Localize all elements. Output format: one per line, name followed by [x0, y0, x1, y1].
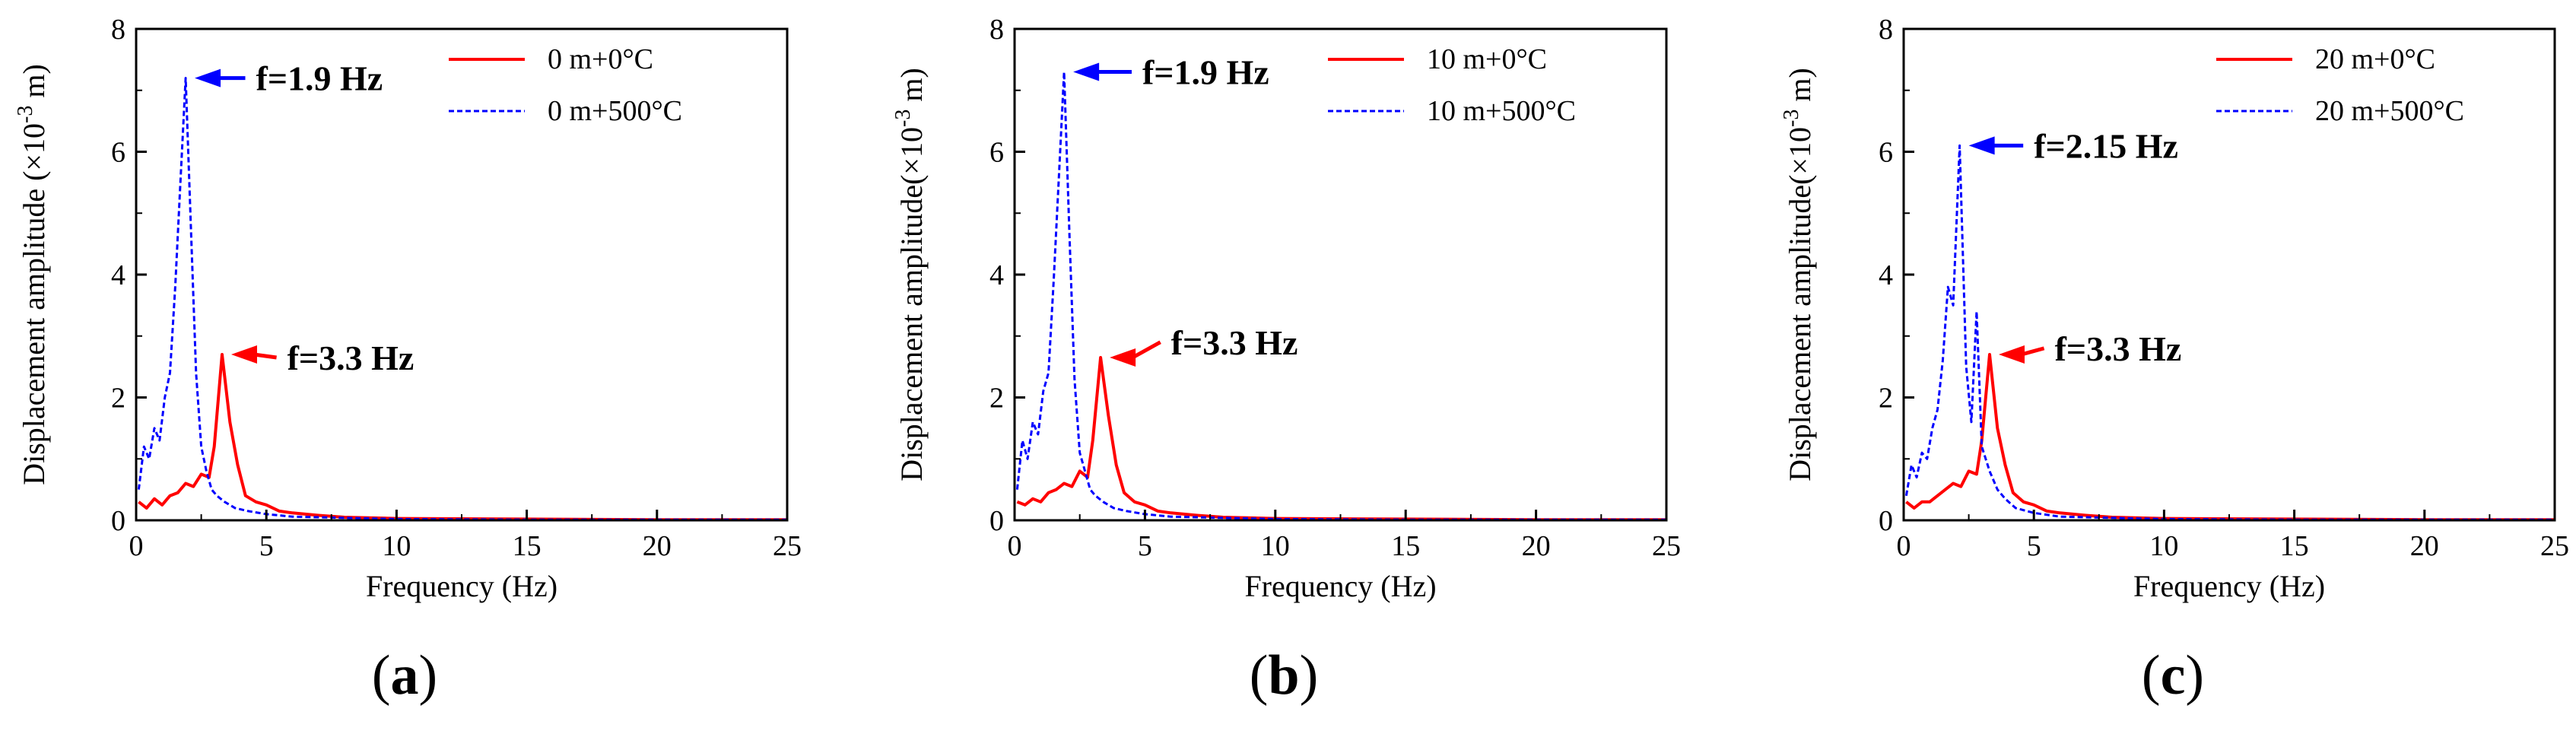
x-tick-label: 5 — [259, 530, 274, 562]
y-tick-label: 2 — [111, 383, 125, 415]
y-tick-label: 0 — [111, 505, 125, 537]
panel-label: (b) — [1250, 644, 1318, 707]
x-axis-label: Frequency (Hz) — [1244, 569, 1436, 603]
y-tick-label: 4 — [111, 259, 125, 291]
x-tick-label: 15 — [2280, 530, 2309, 562]
legend-entry: 20 m+0°C — [2315, 43, 2435, 75]
legend-entry: 10 m+0°C — [1427, 43, 1547, 75]
panel-label: (a) — [372, 644, 437, 707]
y-tick-label: 2 — [1879, 383, 1893, 415]
x-tick-label: 0 — [1008, 530, 1022, 562]
annotation-arrow — [1131, 340, 1161, 360]
y-tick-label: 6 — [1879, 137, 1893, 169]
y-tick-label: 4 — [989, 259, 1004, 291]
x-tick-label: 15 — [513, 530, 542, 562]
x-tick-label: 20 — [643, 530, 672, 562]
y-axis-label: Displacement amplitude(×10-3 m) — [891, 68, 929, 482]
chart-panel-a: 0 5 10 15 20 25 0 2 4 6 8 Frequency (Hz) Displacemen… — [14, 14, 802, 707]
annotation-label: f=3.3 Hz — [287, 338, 415, 377]
annotation-label: f=3.3 Hz — [2055, 329, 2182, 368]
annotation-label: f=1.9 Hz — [256, 59, 383, 98]
legend-entry: 0 m+0°C — [548, 43, 653, 75]
series-line-cold — [138, 353, 787, 520]
series-line-hot — [1015, 71, 1666, 520]
legend-entry: 10 m+500°C — [1427, 95, 1576, 127]
x-tick-label: 15 — [1391, 530, 1420, 562]
annotation-arrowhead — [230, 345, 257, 364]
x-tick-label: 5 — [1138, 530, 1152, 562]
chart-panel-b: 0 5 10 15 20 25 0 2 4 6 8 Frequency (Hz) Displacemen… — [891, 14, 1681, 707]
annotation-arrowhead — [195, 68, 221, 87]
y-tick-label: 0 — [1879, 505, 1893, 537]
x-tick-label: 10 — [382, 530, 411, 562]
annotation-arrow — [2021, 346, 2045, 357]
series-line-hot — [1904, 144, 2555, 520]
series-line-hot — [137, 77, 787, 520]
x-tick-label: 10 — [1261, 530, 1290, 562]
x-axis-label: Frequency (Hz) — [366, 569, 557, 603]
y-axis-label: Displacement amplitude(×10-3 m) — [1780, 68, 1817, 482]
x-tick-label: 10 — [2149, 530, 2178, 562]
x-tick-label: 5 — [2027, 530, 2041, 562]
y-tick-label: 0 — [989, 505, 1004, 537]
annotation-arrow — [253, 352, 277, 360]
chart-panel-c: 0 5 10 15 20 25 0 2 4 6 8 Frequency (Hz) Displacemen… — [1780, 14, 2569, 707]
legend-entry: 0 m+500°C — [548, 95, 682, 127]
y-tick-label: 8 — [1879, 14, 1893, 46]
y-tick-label: 8 — [111, 14, 125, 46]
series-line-cold — [1905, 353, 2555, 520]
x-tick-label: 25 — [773, 530, 802, 562]
x-tick-label: 25 — [2540, 530, 2569, 562]
y-tick-label: 6 — [111, 137, 125, 169]
x-axis-label: Frequency (Hz) — [2133, 569, 2325, 603]
annotation-label: f=2.15 Hz — [2034, 126, 2178, 165]
annotation-arrowhead — [1998, 345, 2025, 364]
x-tick-label: 20 — [1522, 530, 1551, 562]
series-line-cold — [1016, 356, 1666, 520]
annotation-arrowhead — [1073, 62, 1100, 81]
annotation-label: f=3.3 Hz — [1171, 323, 1298, 362]
annotation-arrowhead — [1110, 348, 1136, 367]
annotation-label: f=1.9 Hz — [1142, 53, 1269, 92]
y-tick-label: 6 — [989, 137, 1004, 169]
x-tick-label: 0 — [129, 530, 144, 562]
y-tick-label: 8 — [989, 14, 1004, 46]
y-axis-label: Displacement amplitude (×10-3 m) — [14, 64, 51, 485]
annotation-arrowhead — [1968, 136, 1995, 155]
y-tick-label: 4 — [1879, 259, 1893, 291]
x-tick-label: 0 — [1897, 530, 1911, 562]
panel-label: (c) — [2142, 644, 2204, 707]
x-tick-label: 25 — [1652, 530, 1681, 562]
y-tick-label: 2 — [989, 383, 1004, 415]
legend-entry: 20 m+500°C — [2315, 95, 2464, 127]
x-tick-label: 20 — [2410, 530, 2439, 562]
